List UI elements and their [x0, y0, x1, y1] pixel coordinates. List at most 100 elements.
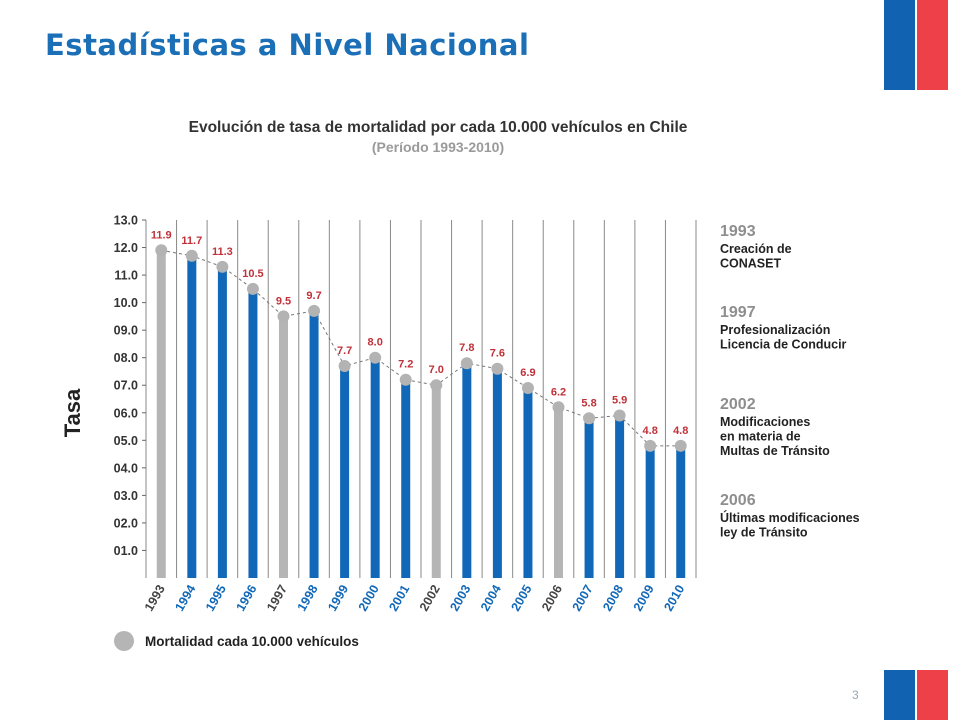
x-tick-label: 2005 [509, 582, 535, 613]
y-tick-label: 10.0 [114, 296, 138, 310]
data-point [308, 304, 321, 317]
annotation-text: en materia de [720, 430, 801, 444]
annotation-year: 2006 [720, 492, 756, 509]
chart-subtitle: (Período 1993-2010) [372, 139, 504, 155]
x-tick-label: 1996 [234, 582, 260, 613]
data-point [185, 249, 198, 262]
bar [309, 310, 319, 578]
value-label: 10.5 [242, 268, 263, 280]
annotation-text: ley de Tránsito [720, 526, 808, 540]
annotation-text: Modificaciones [720, 415, 810, 429]
legend-marker [114, 631, 134, 651]
annotation-text: Últimas modificaciones [720, 510, 860, 525]
y-tick-label: 12.0 [114, 241, 138, 255]
bar [462, 363, 472, 578]
value-label: 4.8 [643, 425, 658, 437]
y-tick-label: 02.0 [114, 516, 138, 530]
x-tick-label: 2010 [661, 582, 687, 613]
x-tick-label: 1998 [295, 582, 321, 613]
value-label: 6.2 [551, 386, 566, 398]
bar [615, 415, 625, 578]
data-point [246, 282, 259, 295]
bar [584, 418, 594, 578]
value-label: 7.2 [398, 359, 413, 371]
value-label: 7.6 [490, 348, 505, 360]
bar [676, 445, 686, 578]
value-label: 11.3 [212, 246, 233, 258]
bar [431, 385, 441, 578]
y-tick-label: 07.0 [114, 379, 138, 393]
data-point [399, 373, 412, 386]
legend-label: Mortalidad cada 10.000 vehículos [145, 634, 359, 649]
value-label: 11.7 [181, 235, 202, 247]
annotation-text: Licencia de Conducir [720, 338, 847, 352]
value-label: 4.8 [673, 425, 688, 437]
y-tick-label: 06.0 [114, 406, 138, 420]
x-tick-label: 2007 [570, 582, 596, 613]
data-point [674, 439, 687, 452]
value-label: 8.0 [368, 337, 383, 349]
y-tick-label: 13.0 [114, 214, 138, 228]
data-point [552, 401, 565, 414]
annotation-text: Creación de [720, 242, 792, 256]
annotation-year: 1997 [720, 304, 756, 321]
y-axis-label: Tasa [60, 388, 85, 437]
value-label: 7.0 [429, 364, 444, 376]
chile-flag-logo-top [884, 0, 948, 90]
data-point [644, 439, 657, 452]
y-tick-label: 01.0 [114, 544, 138, 558]
data-point [583, 412, 596, 425]
data-point [369, 351, 382, 364]
annotation-text: Multas de Tránsito [720, 444, 830, 458]
bar [554, 407, 563, 578]
x-tick-label: 2002 [417, 582, 443, 613]
chart-title: Evolución de tasa de mortalidad por cada… [189, 119, 688, 136]
bar [340, 365, 350, 578]
x-tick-label: 2006 [539, 582, 565, 613]
x-tick-label: 2004 [478, 582, 504, 613]
data-point [277, 310, 290, 323]
x-tick-label: 1995 [203, 582, 229, 613]
y-tick-label: 11.0 [114, 269, 138, 283]
bar [492, 368, 502, 578]
value-label: 9.7 [306, 290, 321, 302]
data-point [521, 381, 534, 394]
y-tick-label: 08.0 [114, 351, 138, 365]
value-label: 5.8 [581, 397, 596, 409]
slide-title: Estadísticas a Nivel Nacional [45, 28, 530, 62]
annotation-text: Profesionalización [720, 323, 830, 337]
annotation-text: CONASET [720, 257, 781, 271]
y-tick-label: 05.0 [114, 434, 138, 448]
data-point [613, 409, 626, 422]
data-point [430, 379, 443, 392]
bar [187, 255, 197, 579]
value-label: 7.7 [337, 345, 352, 357]
x-tick-label: 1994 [172, 582, 198, 613]
value-label: 5.9 [612, 395, 627, 407]
bar [248, 288, 258, 578]
value-label: 7.8 [459, 342, 474, 354]
value-label: 6.9 [520, 367, 535, 379]
data-point [216, 260, 229, 273]
annotation-year: 2002 [720, 396, 756, 413]
x-tick-label: 2008 [600, 582, 626, 613]
bar [156, 250, 166, 579]
x-tick-label: 2001 [386, 582, 412, 613]
x-tick-label: 1993 [142, 582, 168, 613]
y-tick-label: 09.0 [114, 324, 138, 338]
bar [279, 316, 288, 578]
data-point [155, 244, 168, 257]
annotation-year: 1993 [720, 223, 756, 240]
y-tick-label: 04.0 [114, 461, 138, 475]
page-number: 3 [852, 688, 859, 702]
chile-flag-logo-bottom [884, 670, 948, 720]
data-point [460, 357, 473, 370]
bar [370, 357, 380, 578]
bar [523, 387, 533, 578]
data-point [338, 359, 351, 372]
y-tick-label: 03.0 [114, 489, 138, 503]
